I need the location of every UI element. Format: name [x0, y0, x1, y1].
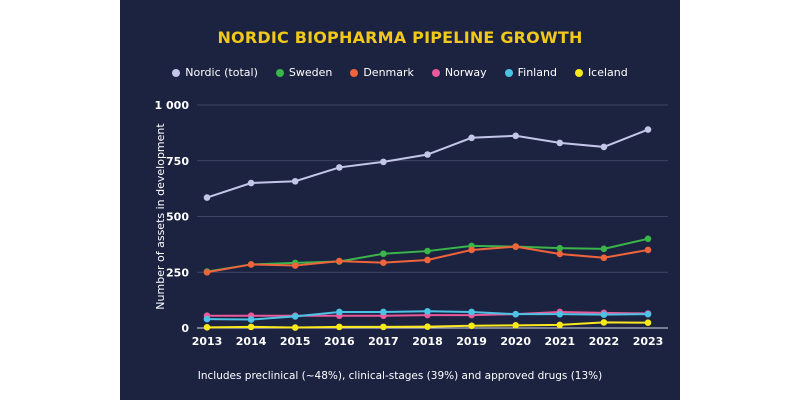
x-tick-label: 2018	[412, 335, 443, 348]
data-point	[644, 126, 652, 133]
data-point	[468, 322, 475, 330]
data-point	[468, 308, 475, 316]
legend-marker	[431, 68, 440, 77]
legend-label: Denmark	[363, 66, 414, 79]
legend-item: Norway	[431, 66, 487, 79]
legend-label: Sweden	[288, 66, 333, 79]
data-point	[468, 134, 475, 142]
data-point	[203, 268, 211, 276]
data-point	[644, 235, 652, 243]
data-point	[203, 315, 211, 323]
legend-item: Nordic (total)	[172, 66, 258, 79]
data-point	[424, 256, 431, 264]
data-point	[512, 132, 519, 140]
line-chart: 0 250 500 750 1 000 2013 2014 2015 2016 2017 2018 2…	[154, 99, 668, 348]
data-point	[600, 245, 608, 253]
x-tick-label: 2023	[633, 335, 664, 348]
x-tick-label: 2021	[544, 335, 575, 348]
y-tick-label: 750	[166, 155, 189, 168]
data-point	[424, 247, 431, 255]
data-point	[247, 261, 255, 268]
data-point	[600, 254, 608, 262]
x-tick-label: 2017	[368, 335, 399, 348]
data-point	[203, 324, 211, 331]
data-point	[424, 151, 431, 158]
x-tick-label: 2013	[192, 335, 223, 348]
legend-label: Norway	[444, 66, 487, 79]
chart-panel: NORDIC BIOPHARMA PIPELINE GROWTH Nordic …	[120, 0, 680, 400]
legend-item: Sweden	[275, 66, 333, 79]
data-point	[336, 308, 343, 316]
y-tick-label: 250	[166, 266, 189, 279]
data-point	[380, 323, 387, 331]
data-point	[600, 311, 608, 318]
chart-legend: Nordic (total) Sweden Denmark Norway Finland…	[120, 66, 680, 79]
legend-marker	[350, 68, 359, 77]
data-point	[380, 259, 387, 266]
data-point	[380, 250, 387, 258]
data-point	[556, 250, 564, 258]
legend-label: Finland	[517, 66, 557, 79]
data-point	[247, 179, 255, 187]
data-point	[600, 143, 608, 151]
data-point	[424, 307, 431, 315]
data-point	[556, 139, 564, 147]
data-point	[556, 321, 564, 329]
data-point	[380, 158, 387, 166]
legend-item: Finland	[504, 66, 557, 79]
data-point	[336, 323, 343, 331]
data-point	[336, 257, 343, 265]
y-tick-label: 0	[181, 322, 189, 335]
data-point	[644, 246, 652, 254]
data-point	[512, 243, 519, 250]
data-point	[203, 194, 211, 201]
legend-item: Denmark	[350, 66, 414, 79]
series-line	[206, 128, 649, 199]
x-tick-label: 2020	[500, 335, 531, 348]
x-tick-label: 2019	[456, 335, 487, 348]
data-point	[556, 310, 564, 318]
data-point	[291, 177, 299, 185]
data-point	[644, 319, 652, 326]
data-point	[380, 308, 387, 316]
data-point	[644, 310, 652, 318]
data-point	[512, 322, 519, 329]
data-point	[291, 262, 299, 269]
data-point	[291, 324, 299, 331]
y-tick-label: 1 000	[155, 99, 190, 112]
data-point	[512, 310, 519, 318]
legend-marker	[172, 68, 181, 77]
data-point	[336, 164, 343, 171]
chart-title: NORDIC BIOPHARMA PIPELINE GROWTH	[217, 28, 583, 47]
x-tick-label: 2016	[324, 335, 355, 348]
x-tick-label: 2022	[589, 335, 620, 348]
data-point	[600, 319, 608, 326]
data-point	[424, 323, 431, 330]
chart-footnote: Includes preclinical (~48%), clinical-st…	[197, 370, 603, 382]
data-point	[247, 316, 255, 323]
data-point	[291, 313, 299, 320]
legend-label: Nordic (total)	[185, 66, 258, 79]
data-point	[247, 323, 255, 331]
legend-label: Iceland	[587, 66, 628, 79]
data-point	[468, 246, 475, 254]
data-point	[556, 244, 564, 252]
legend-marker	[574, 68, 583, 77]
y-axis-label: Number of assets in development	[154, 123, 167, 310]
legend-marker	[275, 68, 284, 77]
x-tick-label: 2015	[280, 335, 311, 348]
y-tick-label: 500	[166, 211, 189, 224]
legend-marker	[504, 68, 513, 77]
legend-item: Iceland	[574, 66, 628, 79]
x-tick-label: 2014	[236, 335, 267, 348]
